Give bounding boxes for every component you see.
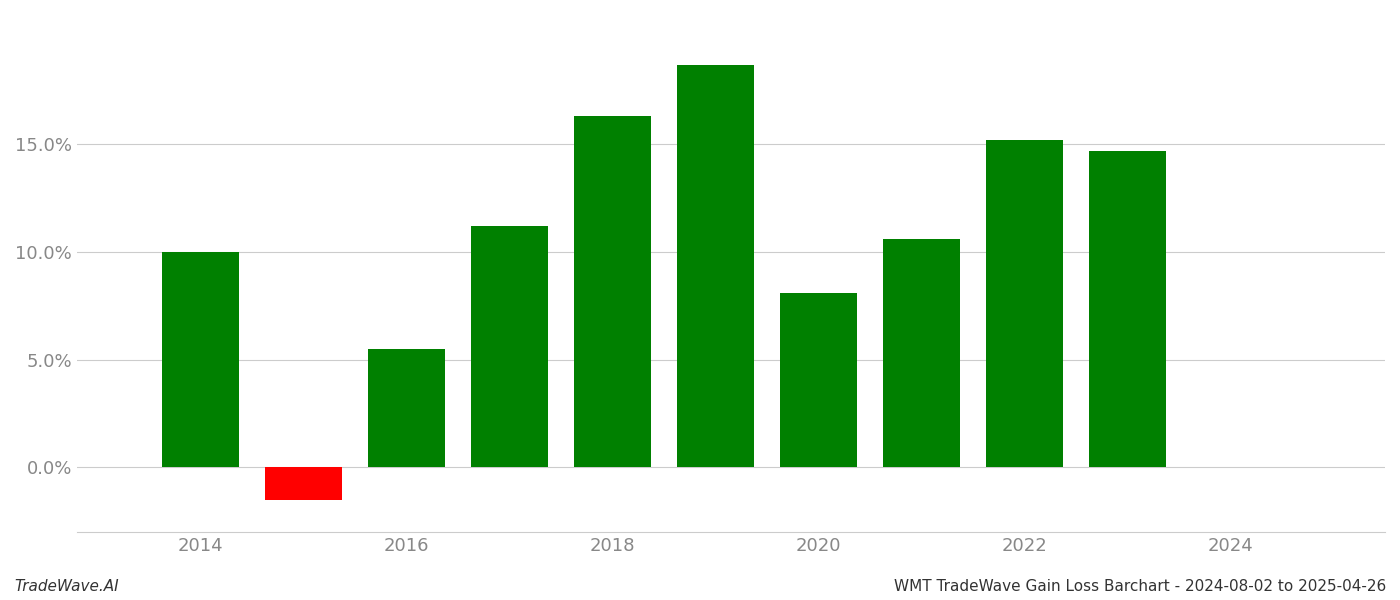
Bar bbox=[780, 293, 857, 467]
Bar bbox=[676, 65, 755, 467]
Bar bbox=[1089, 151, 1166, 467]
Bar bbox=[986, 140, 1063, 467]
Bar bbox=[883, 239, 960, 467]
Bar bbox=[470, 226, 549, 467]
Bar bbox=[162, 252, 239, 467]
Bar bbox=[368, 349, 445, 467]
Text: WMT TradeWave Gain Loss Barchart - 2024-08-02 to 2025-04-26: WMT TradeWave Gain Loss Barchart - 2024-… bbox=[893, 579, 1386, 594]
Text: TradeWave.AI: TradeWave.AI bbox=[14, 579, 119, 594]
Bar bbox=[265, 467, 342, 500]
Bar bbox=[574, 116, 651, 467]
